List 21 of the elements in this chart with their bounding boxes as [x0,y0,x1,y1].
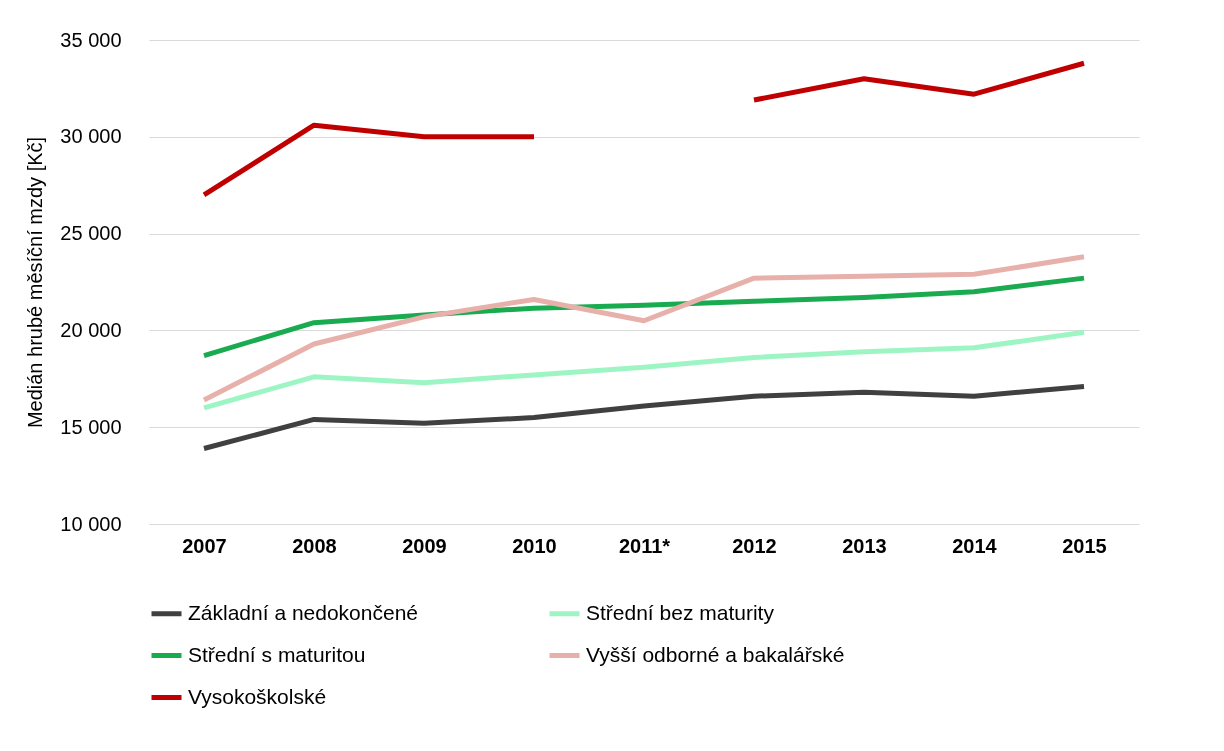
y-tick-label: 20 000 [60,318,122,341]
y-tick-label: 15 000 [60,415,122,438]
x-tick-label: 2007 [182,534,227,557]
y-tick-label: 30 000 [60,125,122,148]
legend-label: Základní a nedokončené [188,600,419,624]
y-axis-title: Medián hrubé měsíční mzdy [Kč] [24,136,47,429]
x-tick-label: 2015 [1062,534,1107,557]
y-tick-label: 25 000 [60,222,122,245]
x-tick-label: 2012 [732,534,777,557]
y-tick-label: 10 000 [60,512,122,535]
x-tick-label: 2011* [618,534,671,557]
legend-label: Střední s maturitou [188,642,366,666]
x-tick-label: 2014 [952,534,998,557]
legend-label: Vysokoškolské [188,684,327,708]
legend-label: Střední bez maturity [586,600,775,624]
x-tick-label: 2008 [292,534,337,557]
x-tick-label: 2010 [512,534,557,557]
x-tick-label: 2013 [842,534,887,557]
y-tick-label: 35 000 [60,28,122,51]
x-tick-label: 2009 [402,534,447,557]
legend-label: Vyšší odborné a bakalářské [586,642,845,666]
